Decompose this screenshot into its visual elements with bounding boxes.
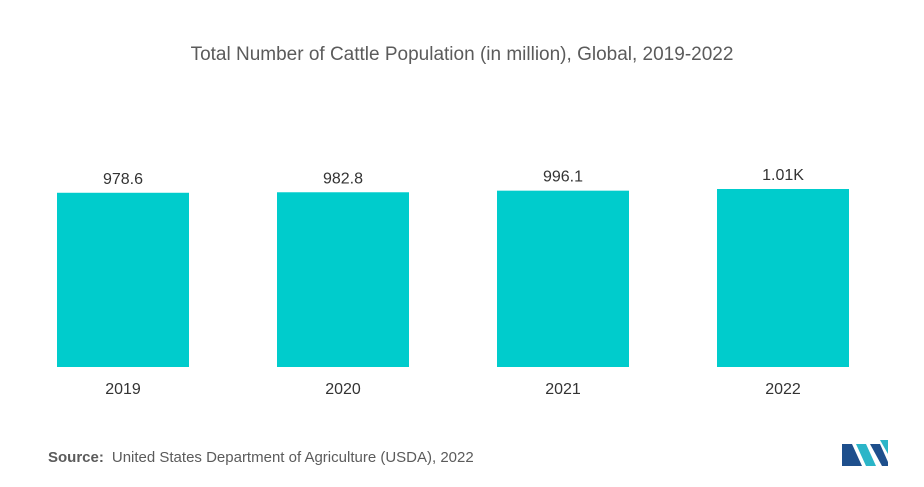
mordor-intelligence-logo-icon — [842, 440, 888, 466]
bar-2022 — [717, 189, 849, 367]
bar-2019 — [57, 192, 189, 367]
bar-2020 — [277, 192, 409, 367]
data-label-2019: 978.6 — [103, 171, 143, 188]
data-label-2021: 996.1 — [543, 169, 583, 186]
bar-chart: 978.6 2019 982.8 2020 996.1 2021 1.01K 2022 — [57, 167, 849, 398]
x-tick-2022: 2022 — [765, 381, 801, 398]
x-tick-2020: 2020 — [325, 381, 361, 398]
chart-title: Total Number of Cattle Population (in mi… — [190, 44, 734, 65]
x-tick-2019: 2019 — [105, 381, 141, 398]
x-tick-2021: 2021 — [545, 381, 581, 398]
source-note: Source: United States Department of Agric… — [48, 449, 474, 466]
source-label: Source: — [48, 449, 104, 466]
bar-2021 — [497, 190, 629, 367]
data-label-2020: 982.8 — [323, 170, 363, 187]
source-text: United States Department of Agriculture … — [111, 449, 474, 466]
data-label-2022: 1.01K — [762, 167, 804, 184]
